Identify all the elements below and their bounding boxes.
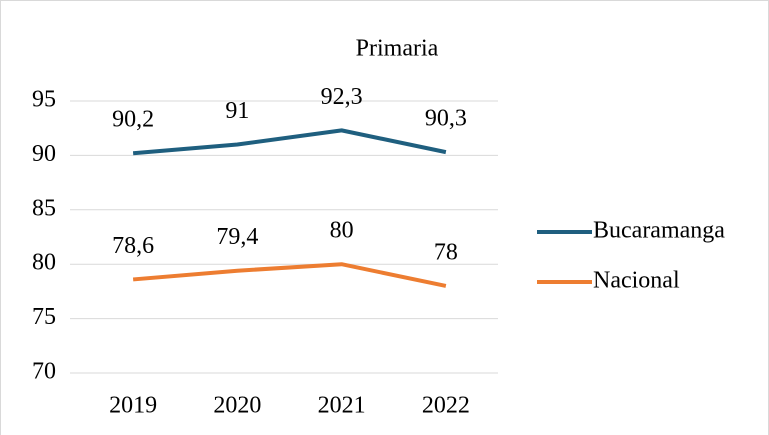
data-label: 79,4 xyxy=(216,224,258,250)
y-tick-label: 90 xyxy=(32,141,56,167)
data-label: 91 xyxy=(225,98,249,124)
y-tick-label: 70 xyxy=(32,359,56,385)
line xyxy=(132,262,447,288)
data-label: 90,2 xyxy=(112,107,154,133)
chart-title: Primaria xyxy=(356,36,439,62)
line xyxy=(132,128,447,156)
y-tick-label: 85 xyxy=(32,195,56,221)
x-tick-label: 2019 xyxy=(109,393,157,419)
legend-label: Nacional xyxy=(593,268,680,294)
x-tick-label: 2020 xyxy=(213,393,261,419)
y-tick-label: 95 xyxy=(32,87,56,113)
data-label: 92,3 xyxy=(321,84,363,110)
data-label: 80 xyxy=(330,218,354,244)
data-label: 78,6 xyxy=(112,233,154,259)
legend-label: Bucaramanga xyxy=(593,218,725,244)
data-label: 90,3 xyxy=(425,106,467,132)
data-label: 78 xyxy=(434,239,458,265)
x-tick-label: 2021 xyxy=(318,393,366,419)
y-tick-label: 75 xyxy=(32,304,56,330)
x-tick-label: 2022 xyxy=(422,393,470,419)
y-tick-label: 80 xyxy=(32,250,56,276)
